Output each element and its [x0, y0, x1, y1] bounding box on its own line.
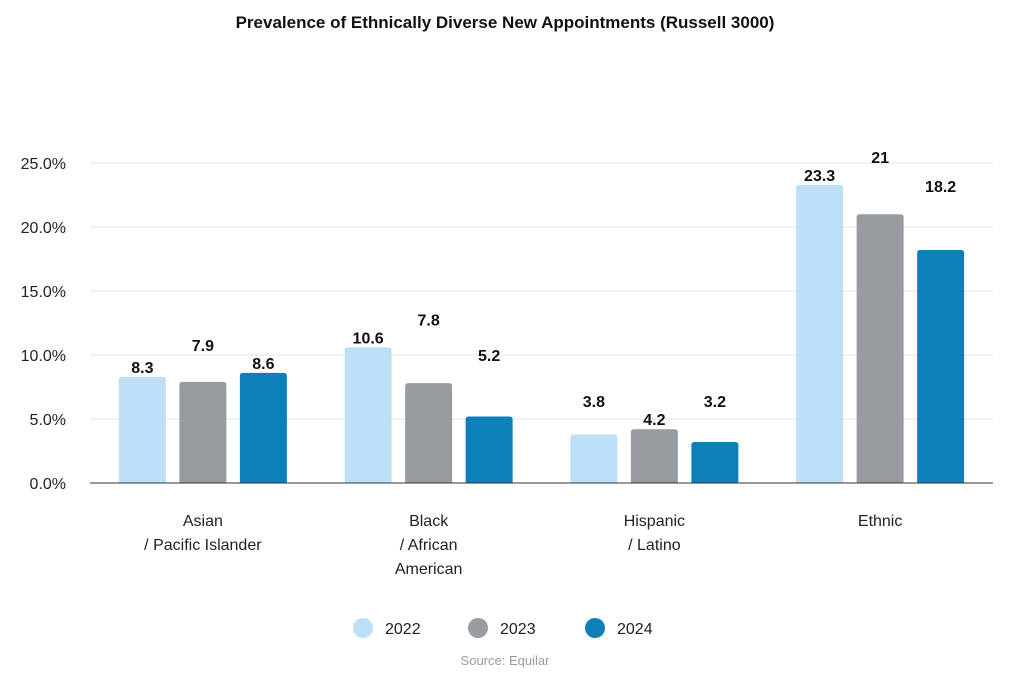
legend-swatch — [585, 618, 605, 638]
bar-2023 — [856, 214, 904, 483]
legend-item-2024: 2024 — [585, 618, 653, 638]
y-tick-label: 5.0% — [30, 412, 66, 429]
legend-swatch — [468, 618, 488, 638]
chart-title: Prevalence of Ethnically Diverse New App… — [236, 13, 775, 32]
bars — [118, 184, 965, 483]
y-tick-label: 10.0% — [21, 348, 66, 365]
legend: 2022 2023 2024 — [353, 618, 653, 638]
bar-2022 — [118, 376, 166, 483]
legend-item-2022: 2022 — [353, 618, 421, 638]
data-label: 8.6 — [252, 356, 274, 373]
data-label: 4.2 — [643, 412, 665, 429]
value-labels: 8.3 7.9 8.6 10.6 7.8 5.2 3.8 4.2 3.2 23.3 21 18.2 — [131, 150, 956, 429]
data-label: 7.8 — [418, 312, 440, 329]
y-axis-ticks: 0.0% 5.0% 10.0% 15.0% 20.0% 25.0% — [21, 156, 66, 493]
category-label: Black / African American — [395, 513, 463, 578]
bar-2024 — [239, 372, 287, 483]
bar-2024 — [917, 250, 965, 483]
data-label: 23.3 — [804, 168, 835, 185]
data-label: 8.3 — [131, 360, 153, 377]
y-tick-label: 0.0% — [30, 476, 66, 493]
category-label: Ethnic — [858, 513, 902, 530]
data-label: 3.8 — [583, 394, 605, 411]
data-label: 5.2 — [478, 348, 500, 365]
y-tick-label: 20.0% — [21, 220, 66, 237]
legend-swatch — [353, 618, 373, 638]
bar-2024 — [691, 442, 739, 483]
y-tick-label: 25.0% — [21, 156, 66, 173]
bar-2023 — [179, 381, 227, 483]
bar-2022 — [344, 347, 392, 483]
source-note: Source: Equilar — [461, 653, 551, 668]
data-label: 18.2 — [925, 179, 956, 196]
legend-item-2023: 2023 — [468, 618, 536, 638]
data-label: 3.2 — [704, 394, 726, 411]
legend-label: 2024 — [617, 621, 653, 638]
bar-2023 — [405, 383, 453, 483]
legend-label: 2022 — [385, 621, 421, 638]
bar-2023 — [630, 429, 678, 483]
y-tick-label: 15.0% — [21, 284, 66, 301]
bar-2022 — [570, 434, 618, 483]
category-labels: Asian / Pacific Islander Black / African Ame… — [144, 513, 902, 578]
bar-2024 — [465, 416, 513, 483]
category-label: Asian / Pacific Islander — [144, 513, 262, 554]
category-label: Hispanic / Latino — [624, 513, 685, 554]
data-label: 10.6 — [353, 330, 384, 347]
legend-label: 2023 — [500, 621, 536, 638]
bar-2022 — [796, 184, 844, 483]
data-label: 7.9 — [192, 338, 214, 355]
data-label: 21 — [871, 150, 889, 167]
